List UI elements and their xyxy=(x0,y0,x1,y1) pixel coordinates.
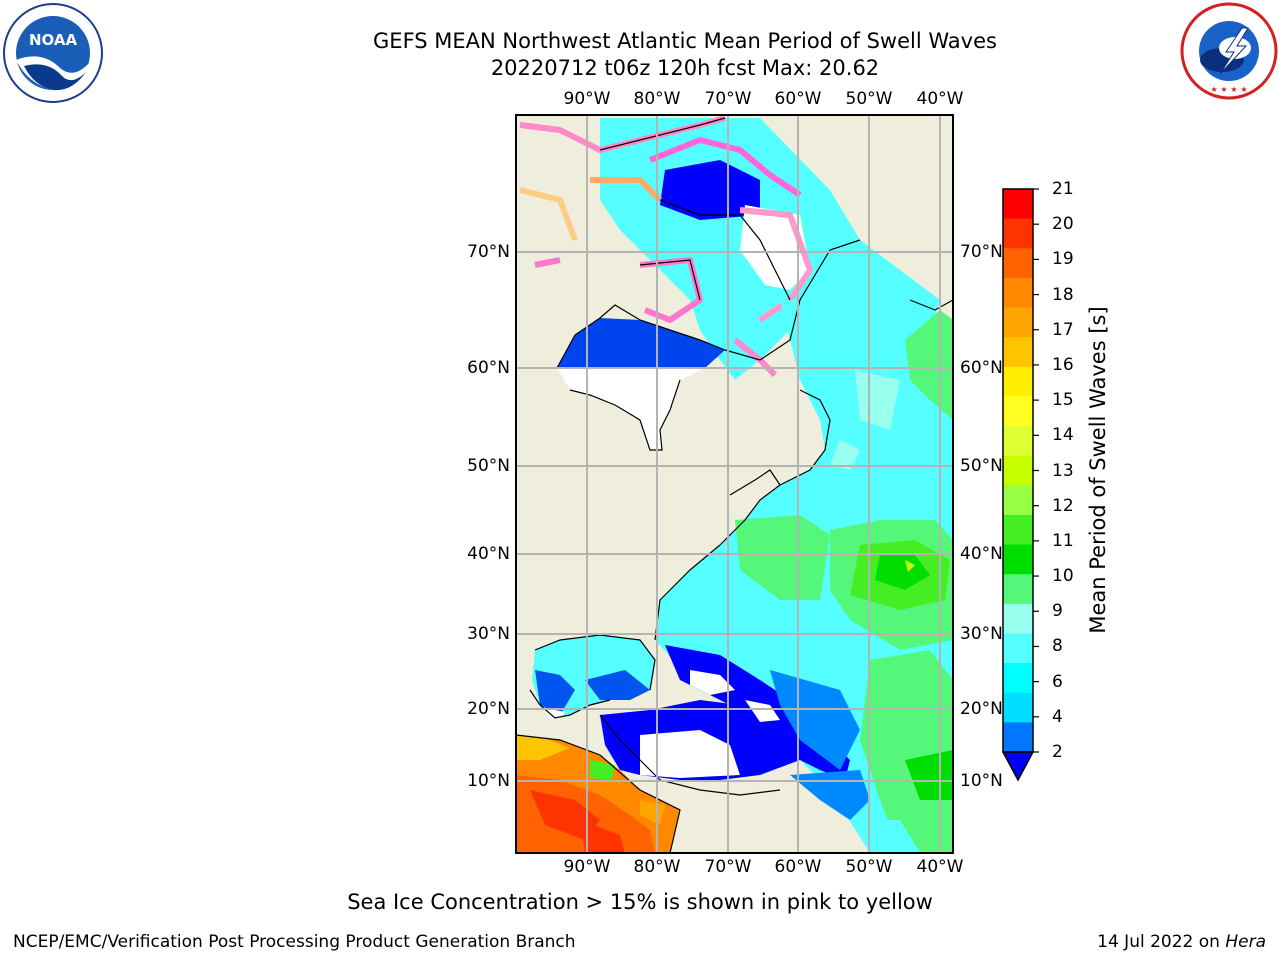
colorbar-title: Mean Period of Swell Waves [s] xyxy=(1086,306,1110,634)
colorbar-tick-label: 12 xyxy=(1052,495,1074,516)
lat-label-right: 60°N xyxy=(960,358,1003,378)
lat-label-left: 30°N xyxy=(467,624,510,644)
hudson-bay xyxy=(557,318,725,368)
lat-label-left: 70°N xyxy=(467,242,510,262)
lon-label-bottom: 40°W xyxy=(916,857,964,877)
map-field xyxy=(516,115,953,853)
lat-label-right: 10°N xyxy=(960,771,1003,791)
colorbar-tick-label: 20 xyxy=(1052,214,1074,235)
colorbar-tick-label: 17 xyxy=(1052,319,1074,340)
colorbar-tick-label: 8 xyxy=(1052,636,1063,657)
colorbar-segment xyxy=(1003,248,1033,279)
colorbar-tick-label: 16 xyxy=(1052,354,1074,375)
noaa-logo: NOAA xyxy=(2,2,104,104)
colorbar-tick-label: 13 xyxy=(1052,460,1074,481)
colorbar-segment xyxy=(1003,633,1033,664)
noaa-logo-text: NOAA xyxy=(29,31,78,49)
colorbar-tick-label: 19 xyxy=(1052,249,1074,270)
colorbar-segment xyxy=(1003,485,1033,516)
lat-label-left: 40°N xyxy=(467,544,510,564)
colorbar-tick-label: 14 xyxy=(1052,425,1074,446)
lat-label-left: 10°N xyxy=(467,771,510,791)
lon-label-top: 70°W xyxy=(704,89,752,109)
lon-label-bottom: 50°W xyxy=(845,857,893,877)
lat-label-right: 40°N xyxy=(960,544,1003,564)
colorbar-segment xyxy=(1003,603,1033,634)
colorbar-segment xyxy=(1003,722,1033,753)
lon-label-bottom: 70°W xyxy=(704,857,752,877)
colorbar-tick-label: 18 xyxy=(1052,284,1074,305)
colorbar-segment xyxy=(1003,574,1033,605)
colorbar-segment xyxy=(1003,218,1033,249)
lat-label-left: 20°N xyxy=(467,699,510,719)
svg-text:★ ★ ★ ★: ★ ★ ★ ★ xyxy=(1210,85,1247,94)
colorbar-tick-label: 9 xyxy=(1052,601,1063,622)
graticule xyxy=(516,115,953,853)
chart-title: GEFS MEAN Northwest Atlantic Mean Period… xyxy=(373,29,997,53)
chart-subtitle: 20220712 t06z 120h fcst Max: 20.62 xyxy=(490,56,880,80)
colorbar-segment xyxy=(1003,692,1033,723)
lon-label-top: 90°W xyxy=(563,89,611,109)
lat-label-right: 20°N xyxy=(960,699,1003,719)
map-frame xyxy=(515,114,954,854)
lat-label-right: 30°N xyxy=(960,624,1003,644)
colorbar-segment xyxy=(1003,396,1033,427)
colorbar-tick-label: 11 xyxy=(1052,530,1074,551)
colorbar-tick-label: 21 xyxy=(1052,179,1074,199)
colorbar-extend-triangle xyxy=(1001,751,1035,782)
footer-date-text: 14 Jul 2022 on xyxy=(1097,932,1226,952)
colorbar-tick-label: 10 xyxy=(1052,566,1074,587)
colorbar-segment xyxy=(1003,366,1033,397)
lat-label-left: 50°N xyxy=(467,456,510,476)
colorbar-segment xyxy=(1003,337,1033,368)
footer-credit: NCEP/EMC/Verification Post Processing Pr… xyxy=(13,932,576,952)
colorbar-tick-label: 2 xyxy=(1052,742,1063,762)
colorbar-tick-label: 15 xyxy=(1052,390,1074,411)
lon-label-top: 60°W xyxy=(774,89,822,109)
colorbar-segment xyxy=(1003,663,1033,694)
colorbar xyxy=(1001,188,1039,782)
colorbar-segment xyxy=(1003,277,1033,309)
lat-label-right: 50°N xyxy=(960,456,1003,476)
lon-label-bottom: 60°W xyxy=(774,857,822,877)
colorbar-segment xyxy=(1003,307,1033,338)
footer-host: Hera xyxy=(1225,932,1266,952)
colorbar-segment xyxy=(1003,426,1033,457)
colorbar-tick-label: 4 xyxy=(1052,706,1063,727)
footer-date: 14 Jul 2022 on Hera xyxy=(1097,932,1266,952)
colorbar-tick-label: 6 xyxy=(1052,671,1063,692)
colorbar-segment xyxy=(1003,514,1033,546)
lon-label-top: 40°W xyxy=(916,89,964,109)
colorbar-segment xyxy=(1003,455,1033,486)
lon-label-bottom: 90°W xyxy=(563,857,611,877)
nws-logo: ★ ★ ★ ★ xyxy=(1180,2,1278,100)
lat-label-left: 60°N xyxy=(467,358,510,378)
colorbar-segment xyxy=(1003,544,1033,575)
lon-label-top: 80°W xyxy=(633,89,681,109)
lat-label-right: 70°N xyxy=(960,242,1003,262)
sea-ice-caption: Sea Ice Concentration > 15% is shown in … xyxy=(347,890,933,914)
colorbar-segment xyxy=(1003,189,1033,220)
lon-label-top: 50°W xyxy=(845,89,893,109)
lon-label-bottom: 80°W xyxy=(633,857,681,877)
